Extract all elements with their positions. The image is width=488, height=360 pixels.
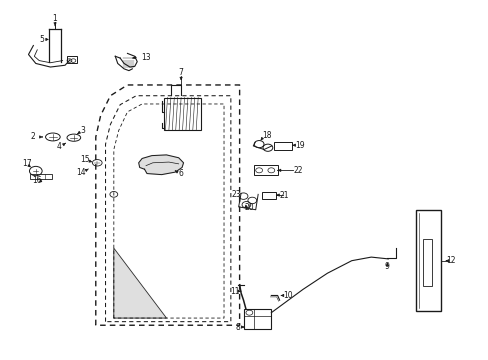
Text: 18: 18	[262, 131, 271, 140]
Text: 23: 23	[231, 190, 241, 199]
Polygon shape	[114, 248, 166, 318]
Text: 19: 19	[294, 141, 304, 150]
Text: 5: 5	[40, 35, 44, 44]
Text: 16: 16	[32, 176, 42, 185]
Text: 12: 12	[446, 256, 455, 265]
Text: 20: 20	[244, 203, 254, 212]
Text: 14: 14	[76, 168, 86, 177]
Text: 2: 2	[31, 132, 36, 141]
Text: 21: 21	[279, 190, 288, 199]
Text: 1: 1	[53, 14, 57, 23]
Text: 4: 4	[57, 142, 61, 151]
Polygon shape	[139, 155, 183, 175]
Text: 15: 15	[80, 155, 90, 164]
Text: 6: 6	[178, 169, 183, 178]
Text: 7: 7	[178, 68, 183, 77]
Text: 22: 22	[293, 166, 302, 175]
Text: 9: 9	[384, 262, 388, 271]
Text: 8: 8	[235, 323, 240, 332]
Text: 17: 17	[21, 159, 31, 168]
Text: 3: 3	[80, 126, 85, 135]
Text: 10: 10	[283, 291, 293, 300]
Text: 13: 13	[141, 53, 150, 62]
Text: 11: 11	[229, 287, 239, 296]
